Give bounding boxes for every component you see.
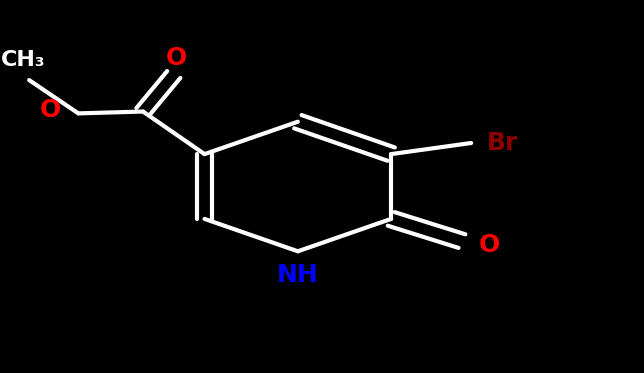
Text: NH: NH: [277, 263, 319, 287]
Text: O: O: [40, 98, 61, 122]
Text: CH₃: CH₃: [1, 50, 45, 70]
Text: Br: Br: [486, 131, 518, 155]
Text: O: O: [479, 233, 500, 257]
Text: O: O: [166, 46, 187, 70]
